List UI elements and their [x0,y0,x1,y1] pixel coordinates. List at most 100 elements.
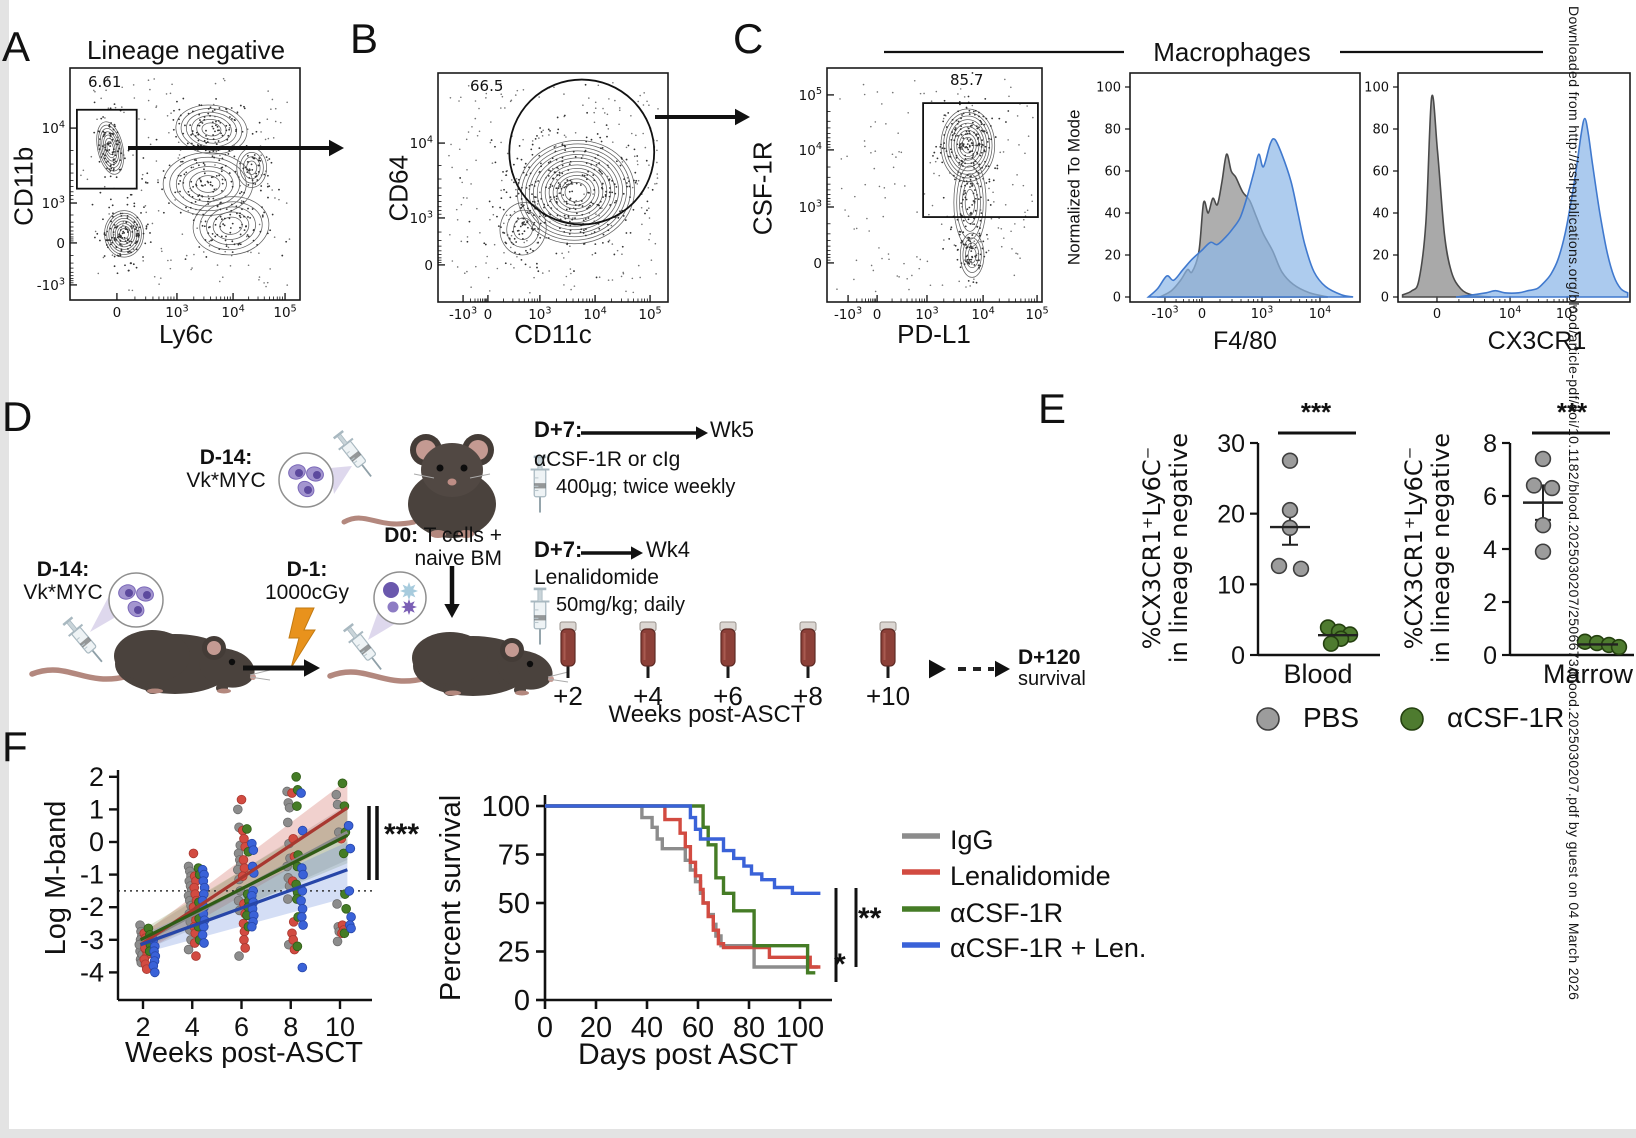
svg-text:-2: -2 [80,892,104,922]
axis-label-cx3cr1: CX3CR1 [1487,327,1587,355]
svg-text:105: 105 [1025,305,1048,323]
svg-text:20: 20 [1217,501,1245,529]
svg-text:60: 60 [1104,165,1121,180]
blood-tube-icon [719,621,737,667]
gate-value-b: 66.5 [470,77,504,95]
svg-text:40: 40 [631,1012,663,1044]
f-surv-sig-upper: ** [858,902,882,935]
svg-text:-103: -103 [37,276,65,294]
svg-text:0: 0 [56,236,65,252]
svg-text:1: 1 [89,794,104,824]
timeline-tick-label: +10 [865,681,911,711]
gate-value-c: 85.7 [950,71,984,89]
svg-text:30: 30 [1217,430,1245,458]
timeline-tick-label: +2 [553,681,583,711]
label-d7b-drug: Lenalidomide [534,566,659,589]
page-edge-bottom [0,1129,1636,1138]
svg-text:20: 20 [580,1012,612,1044]
timeline-tick-label: +4 [633,681,663,711]
f-survival-plot: 0 25 50 75 100 0 20 40 60 80 100 [482,791,940,1044]
axis-label-normalized-to-mode: Normalized To Mode [1064,109,1084,266]
timeline-tick-label: +6 [713,681,743,711]
svg-text:104: 104 [799,141,822,159]
svg-text:104: 104 [410,134,433,152]
label-d7a-end: Wk5 [710,417,754,442]
f-surv-ylabel: Percent survival [435,794,468,1002]
f-mband-ylabel: Log M-band [40,800,73,956]
svg-text:-4: -4 [80,957,104,987]
svg-text:0: 0 [1113,291,1121,306]
panel-b-flow-plot: -103 0 103 104 105 104 103 0 [410,72,669,323]
svg-text:8: 8 [1483,430,1497,458]
e-legend-swatches [1256,707,1424,731]
svg-text:104: 104 [1309,305,1332,322]
svg-text:105: 105 [799,86,822,104]
svg-text:2: 2 [89,762,104,792]
download-watermark: Downloaded from http://ashpublications.o… [1566,6,1582,1001]
svg-text:105: 105 [273,303,296,321]
axis-label-cd11b: CD11b [8,146,39,226]
e-legend-pbs: PBS [1303,702,1360,733]
svg-text:103: 103 [915,305,938,323]
label-weeks-post-asct-timeline: Weeks post-ASCT [608,701,806,728]
svg-text:0: 0 [813,256,822,272]
label-d14-bottom: D-14: Vk*MYC [23,558,103,605]
svg-text:10: 10 [1217,571,1245,599]
svg-text:60: 60 [1372,165,1389,180]
panel-c-title: Macrophages [1153,37,1311,67]
panel-d-letter: D [2,393,33,440]
svg-text:0: 0 [1483,642,1497,670]
mouse-side [327,632,569,696]
svg-text:4: 4 [185,1012,200,1042]
e-blood-plot: 0 10 20 30 [1217,430,1380,670]
svg-text:80: 80 [1104,123,1121,138]
svg-text:104: 104 [221,303,244,321]
panel-a-title: Lineage negative [86,35,286,65]
svg-text:104: 104 [971,305,994,323]
panel-a-letter: A [2,23,31,70]
e-marrow-plot: 0 2 4 6 8 [1483,430,1634,670]
svg-text:75: 75 [498,840,530,872]
cells-inset-circle [373,571,427,625]
svg-text:6: 6 [1483,483,1497,511]
svg-text:8: 8 [283,1012,298,1042]
svg-text:40: 40 [1372,207,1389,222]
e-marrow-sig: *** [1556,397,1588,427]
f-surv-xlabel: Days post ASCT [577,1038,799,1071]
f-mband-xlabel: Weeks post-ASCT [125,1037,363,1069]
e-legend-acsf1r: αCSF-1R [1447,702,1565,733]
svg-text:0: 0 [537,1012,553,1044]
mouse-front [341,434,496,538]
panel-c-letter: C [733,15,764,62]
panel-f-letter: F [2,723,28,770]
axis-label-cd11c: CD11c [514,319,592,349]
hist-cx3cr1: 0 20 40 60 80 100 0 104 105 [1364,72,1631,322]
svg-text:4: 4 [1483,536,1497,564]
svg-text:105: 105 [1556,305,1579,322]
label-d0-transplant: D0: T cells + naive BM [384,524,502,571]
svg-text:0: 0 [484,307,493,323]
syringe-icon [530,455,550,513]
svg-text:103: 103 [799,198,822,216]
blood-tube-icon [559,621,577,667]
svg-text:0: 0 [113,305,122,321]
cells-inset-circle [108,572,164,628]
svg-text:0: 0 [873,307,882,323]
svg-text:2: 2 [1483,589,1497,617]
svg-text:6: 6 [234,1012,249,1042]
svg-text:2: 2 [135,1012,150,1042]
label-d7a-drug: αCSF-1R or cIg [534,448,681,471]
timeline-tick-label: +8 [793,681,823,711]
svg-text:103: 103 [410,209,433,227]
hist-f480: 0 20 40 60 80 100 -103 0 103 104 [1096,72,1361,322]
svg-text:40: 40 [1104,207,1121,222]
svg-text:25: 25 [498,937,530,969]
label-d120-survival: survival [1018,668,1086,690]
svg-text:0: 0 [514,985,530,1017]
svg-text:100: 100 [776,1012,824,1044]
flow-panel-arrows [128,50,1543,157]
syringe-icon [342,622,382,670]
